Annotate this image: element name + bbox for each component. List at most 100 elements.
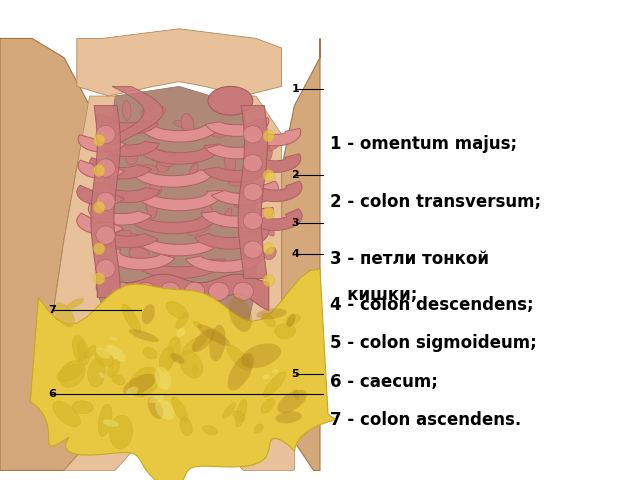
Text: 3 - петли тонкой: 3 - петли тонкой [330, 250, 488, 268]
Ellipse shape [294, 389, 299, 399]
Ellipse shape [99, 372, 106, 379]
Ellipse shape [109, 415, 132, 449]
Ellipse shape [53, 401, 80, 427]
Polygon shape [91, 106, 120, 298]
Ellipse shape [272, 369, 278, 373]
Ellipse shape [243, 183, 262, 201]
Ellipse shape [93, 202, 105, 214]
Ellipse shape [147, 196, 157, 218]
Ellipse shape [262, 313, 275, 327]
Text: 1: 1 [291, 84, 299, 94]
Polygon shape [30, 269, 335, 480]
Text: 4: 4 [291, 250, 299, 259]
Ellipse shape [257, 308, 287, 319]
Ellipse shape [156, 158, 170, 172]
Ellipse shape [122, 304, 141, 333]
Polygon shape [133, 259, 225, 278]
Ellipse shape [110, 337, 117, 340]
Ellipse shape [129, 247, 150, 262]
Ellipse shape [193, 364, 197, 375]
Ellipse shape [93, 273, 105, 285]
Ellipse shape [197, 324, 230, 346]
Ellipse shape [179, 350, 203, 378]
Ellipse shape [263, 243, 275, 255]
Ellipse shape [155, 152, 175, 167]
Ellipse shape [106, 345, 125, 361]
Ellipse shape [172, 397, 188, 422]
Ellipse shape [111, 196, 123, 202]
Ellipse shape [275, 324, 296, 339]
Ellipse shape [96, 159, 115, 177]
Ellipse shape [228, 297, 252, 332]
Text: 4 - colon descendens;: 4 - colon descendens; [330, 296, 533, 314]
Ellipse shape [285, 314, 300, 325]
Ellipse shape [228, 177, 246, 186]
Ellipse shape [115, 144, 128, 157]
Ellipse shape [265, 224, 275, 236]
Ellipse shape [93, 243, 105, 255]
Ellipse shape [96, 348, 110, 359]
Polygon shape [77, 29, 282, 96]
Ellipse shape [96, 125, 115, 144]
Ellipse shape [173, 120, 191, 128]
Polygon shape [96, 86, 256, 384]
Ellipse shape [93, 165, 105, 177]
Ellipse shape [77, 341, 85, 361]
Ellipse shape [233, 411, 245, 421]
Text: 3: 3 [291, 218, 299, 228]
Ellipse shape [192, 329, 214, 352]
Ellipse shape [126, 386, 138, 397]
Ellipse shape [159, 347, 174, 372]
Ellipse shape [88, 359, 105, 387]
Ellipse shape [263, 207, 275, 219]
Ellipse shape [277, 390, 307, 413]
Text: 1 - omentum majus;: 1 - omentum majus; [330, 135, 516, 153]
Ellipse shape [263, 130, 275, 142]
Text: 7 - colon ascendens.: 7 - colon ascendens. [330, 411, 521, 429]
Ellipse shape [243, 212, 262, 229]
Ellipse shape [143, 348, 157, 359]
Text: 6 - caecum;: 6 - caecum; [330, 372, 438, 391]
Ellipse shape [147, 200, 157, 215]
Ellipse shape [243, 126, 262, 143]
Ellipse shape [93, 134, 105, 146]
Ellipse shape [170, 353, 184, 364]
Polygon shape [77, 213, 124, 234]
Ellipse shape [147, 106, 166, 117]
Polygon shape [211, 181, 278, 205]
Polygon shape [139, 144, 220, 164]
Polygon shape [136, 191, 223, 211]
Ellipse shape [54, 303, 74, 327]
Ellipse shape [181, 114, 194, 134]
Ellipse shape [96, 260, 115, 278]
Ellipse shape [154, 367, 172, 390]
Ellipse shape [202, 425, 218, 435]
Polygon shape [251, 154, 301, 172]
Ellipse shape [67, 299, 83, 309]
Ellipse shape [241, 343, 281, 368]
Polygon shape [128, 214, 218, 234]
Ellipse shape [180, 417, 192, 436]
Ellipse shape [96, 226, 115, 244]
Polygon shape [204, 161, 271, 182]
Polygon shape [78, 160, 124, 179]
Ellipse shape [57, 365, 83, 381]
Ellipse shape [95, 350, 114, 367]
Text: 7: 7 [48, 305, 56, 314]
Ellipse shape [187, 224, 210, 235]
Ellipse shape [60, 360, 85, 387]
Polygon shape [77, 185, 125, 205]
Polygon shape [252, 209, 302, 230]
Ellipse shape [263, 169, 275, 181]
Ellipse shape [136, 165, 158, 178]
Text: 2: 2 [291, 170, 299, 180]
Ellipse shape [102, 420, 119, 427]
Polygon shape [0, 38, 90, 470]
Ellipse shape [203, 243, 214, 251]
Ellipse shape [204, 234, 225, 244]
Ellipse shape [265, 247, 276, 260]
Ellipse shape [116, 230, 131, 238]
Ellipse shape [259, 147, 272, 164]
Polygon shape [131, 167, 214, 187]
Ellipse shape [160, 282, 180, 300]
